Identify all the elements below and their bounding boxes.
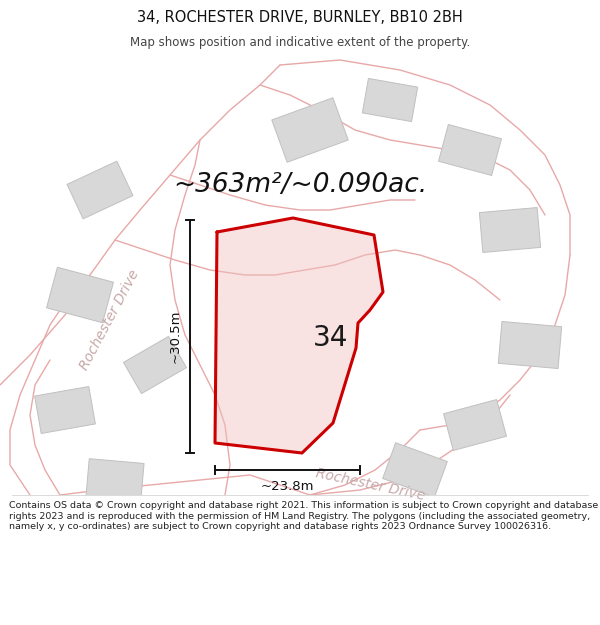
Text: 34: 34 bbox=[313, 324, 348, 352]
Polygon shape bbox=[47, 268, 113, 322]
Polygon shape bbox=[124, 336, 187, 394]
Polygon shape bbox=[86, 459, 144, 501]
Polygon shape bbox=[67, 161, 133, 219]
Polygon shape bbox=[35, 386, 95, 434]
Text: Contains OS data © Crown copyright and database right 2021. This information is : Contains OS data © Crown copyright and d… bbox=[9, 501, 598, 531]
Text: ~30.5m: ~30.5m bbox=[169, 310, 182, 363]
Polygon shape bbox=[362, 78, 418, 122]
Text: Rochester Drive: Rochester Drive bbox=[77, 268, 142, 372]
Text: Rochester Drive: Rochester Drive bbox=[314, 467, 426, 503]
Polygon shape bbox=[439, 124, 502, 176]
Text: 34, ROCHESTER DRIVE, BURNLEY, BB10 2BH: 34, ROCHESTER DRIVE, BURNLEY, BB10 2BH bbox=[137, 10, 463, 25]
Polygon shape bbox=[272, 98, 348, 162]
Text: Map shows position and indicative extent of the property.: Map shows position and indicative extent… bbox=[130, 36, 470, 49]
Polygon shape bbox=[479, 208, 541, 252]
Polygon shape bbox=[383, 442, 448, 498]
Polygon shape bbox=[443, 399, 506, 451]
Polygon shape bbox=[498, 321, 562, 369]
Text: ~363m²/~0.090ac.: ~363m²/~0.090ac. bbox=[173, 172, 427, 198]
Polygon shape bbox=[215, 218, 383, 453]
Text: ~23.8m: ~23.8m bbox=[261, 480, 314, 493]
